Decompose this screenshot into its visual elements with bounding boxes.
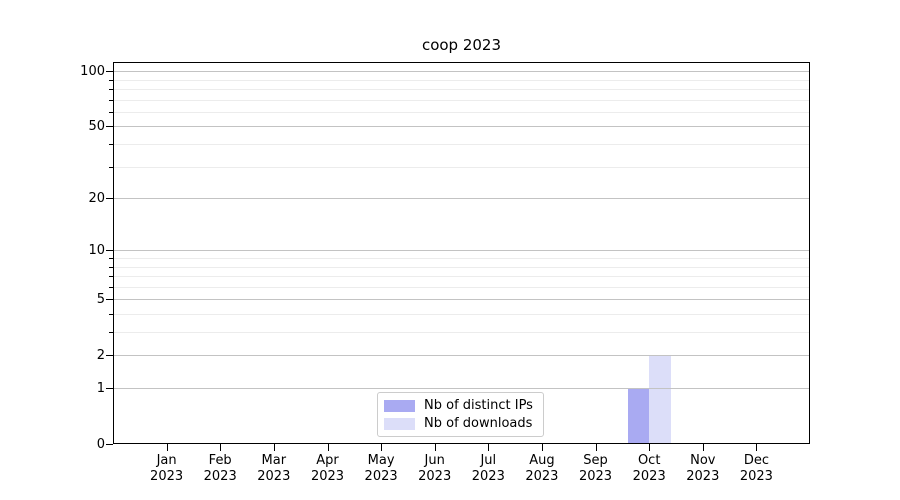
y-gridline-major (113, 250, 810, 252)
y-gridline-minor (113, 257, 810, 259)
x-tick-mark (702, 444, 704, 451)
x-tick-label: Jun 2023 (418, 453, 452, 484)
plot-area: 0 1 2 5 10 20 50 100 Jan 2023 Feb 2023 Mar 2023 Apr… (80, 62, 810, 484)
y-tick-mark-minor (109, 166, 113, 168)
x-tick-mark (434, 444, 436, 451)
x-tick-mark (488, 444, 490, 451)
y-tick-mark (106, 198, 113, 199)
x-tick-label: Feb 2023 (203, 453, 237, 484)
y-tick-mark-minor (109, 266, 113, 268)
x-tick-label: Apr 2023 (310, 453, 345, 484)
y-gridline-major (113, 355, 810, 357)
x-tick-mark (381, 444, 383, 451)
legend-swatch-distinct-ips (384, 399, 415, 412)
y-gridline-minor (113, 266, 810, 268)
legend-label-distinct-ips: Nb of distinct IPs (424, 398, 533, 413)
y-tick-label: 10 (88, 242, 105, 258)
x-tick-mark (756, 444, 758, 451)
y-tick-label: 1 (96, 380, 105, 396)
y-gridline-major (113, 71, 810, 73)
chart-title: coop 2023 (421, 36, 502, 54)
y-tick-label: 0 (96, 436, 105, 452)
y-gridline-minor (113, 79, 810, 81)
y-tick-label: 50 (88, 118, 105, 134)
y-gridline-minor (113, 88, 810, 90)
y-tick-mark-minor (109, 111, 113, 113)
x-tick-mark (327, 444, 329, 451)
x-tick-mark (649, 444, 651, 451)
y-tick-mark-minor (109, 332, 113, 333)
y-tick-mark-minor (109, 276, 113, 277)
y-tick-mark-minor (109, 313, 113, 315)
y-tick-mark (106, 71, 113, 73)
y-tick-mark (106, 299, 113, 301)
y-tick-label: 20 (88, 190, 105, 206)
y-tick-mark (106, 355, 113, 357)
y-gridline-major (113, 388, 810, 389)
legend: Nb of distinct IPs Nb of downloads (377, 392, 544, 437)
x-tick-label: Oct 2023 (632, 453, 666, 484)
y-tick-mark (106, 444, 113, 445)
y-tick-mark (106, 250, 113, 252)
x-tick-label: Jul 2023 (471, 453, 505, 484)
plot-frame (113, 62, 810, 444)
y-tick-label: 2 (96, 347, 105, 363)
bar-distinct-ips (627, 388, 650, 444)
x-tick-label: Aug 2023 (525, 453, 559, 484)
y-gridline-minor (113, 111, 810, 113)
y-gridline-major (113, 126, 810, 128)
legend-item-downloads: Nb of downloads (384, 417, 533, 430)
x-tick-label: Sep 2023 (578, 453, 613, 484)
y-gridline-minor (113, 286, 810, 288)
y-tick-mark-minor (109, 88, 113, 90)
bar-downloads (649, 355, 671, 444)
y-gridline-minor (113, 332, 810, 333)
x-tick-label: Mar 2023 (257, 453, 291, 484)
x-tick-mark (220, 444, 222, 451)
y-tick-mark-minor (109, 286, 113, 288)
y-tick-label: 5 (96, 291, 105, 307)
x-tick-mark (273, 444, 275, 451)
y-tick-mark-minor (109, 99, 113, 101)
y-tick-mark-minor (109, 79, 113, 81)
y-gridline-minor (113, 276, 810, 277)
y-gridline-minor (113, 166, 810, 168)
y-gridline-minor (113, 313, 810, 315)
y-gridline-minor (113, 99, 810, 101)
x-tick-mark (595, 444, 597, 451)
y-gridline-major (113, 299, 810, 301)
x-tick-label: Dec 2023 (739, 453, 773, 484)
y-gridline-minor (113, 143, 810, 145)
y-tick-mark (106, 126, 113, 128)
x-tick-label: Jan 2023 (150, 453, 184, 484)
y-tick-label: 100 (80, 63, 105, 79)
x-tick-mark (541, 444, 543, 451)
y-tick-mark-minor (109, 257, 113, 259)
legend-item-distinct-ips: Nb of distinct IPs (384, 399, 533, 412)
y-gridline-major (113, 198, 810, 199)
x-tick-label: May 2023 (364, 453, 398, 484)
x-tick-mark (166, 444, 168, 451)
legend-label-downloads: Nb of downloads (424, 416, 533, 431)
x-tick-label: Nov 2023 (686, 453, 720, 484)
legend-swatch-downloads (384, 417, 415, 430)
y-tick-mark (106, 388, 113, 389)
y-tick-mark-minor (109, 143, 113, 145)
